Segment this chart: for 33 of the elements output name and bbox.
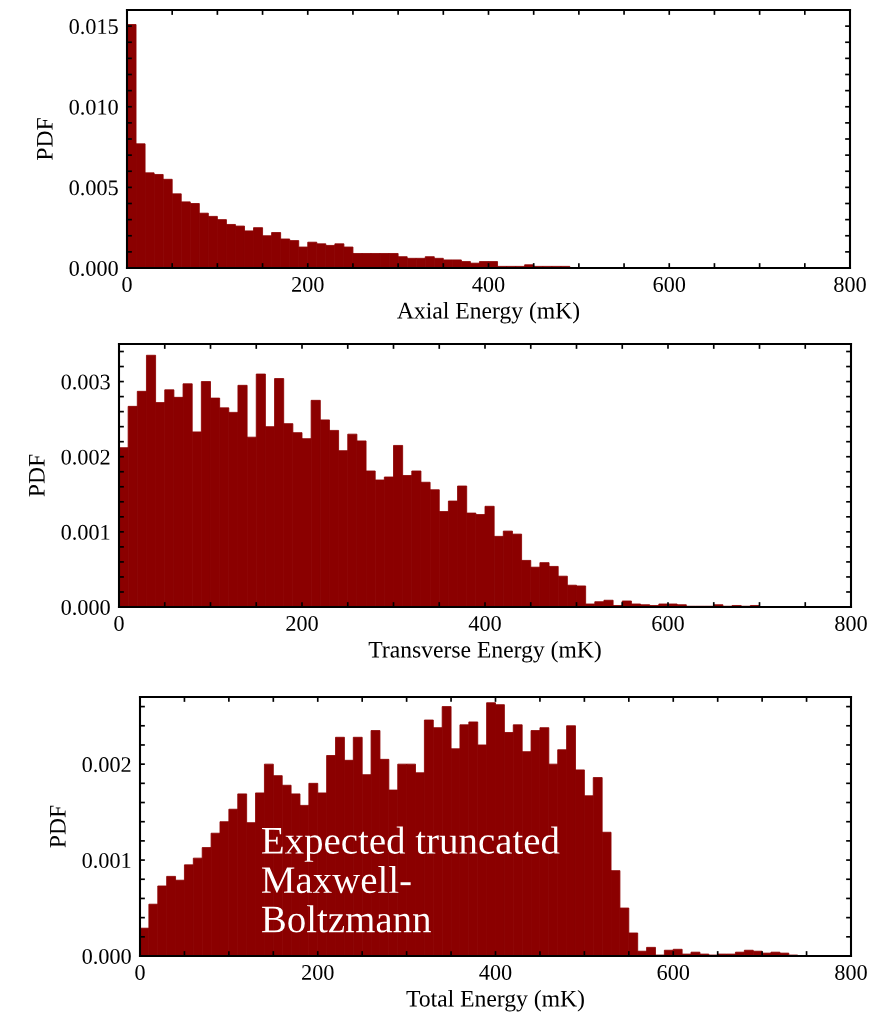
y-axis-title: PDF — [29, 454, 45, 497]
x-tick-label: 400 — [472, 276, 505, 292]
y-axis-title: PDF — [50, 805, 66, 848]
x-tick-label: 0 — [122, 276, 132, 292]
x-axis-title: Transverse Energy (mK) — [368, 641, 601, 663]
x-tick-label: 200 — [302, 964, 334, 980]
y-tick-label: 0.015 — [69, 19, 118, 35]
x-tick-label: 600 — [657, 964, 690, 980]
x-tick-label: 0 — [114, 615, 124, 631]
y-tick-label: 0.010 — [69, 99, 118, 115]
y-tick-label: 0.002 — [82, 757, 131, 773]
x-tick-label: 400 — [479, 964, 512, 980]
y-tick-label: 0.002 — [61, 449, 110, 465]
x-tick-label: 600 — [652, 615, 684, 631]
y-tick-label: 0.000 — [82, 948, 131, 965]
annotation: Expected truncated Maxwell- Boltzmann — [261, 826, 560, 933]
y-axis-title: PDF — [37, 118, 53, 160]
x-tick-label: 600 — [653, 276, 686, 292]
x-tick-label: 400 — [468, 615, 501, 631]
x-tick-label: 200 — [292, 276, 324, 292]
x-axis-title: Axial Energy (mK) — [397, 302, 580, 324]
x-tick-label: 0 — [135, 964, 145, 980]
y-tick-label: 0.001 — [61, 524, 110, 540]
x-tick-label: 800 — [835, 615, 867, 631]
y-tick-label: 0.005 — [69, 180, 118, 196]
y-tick-label: 0.003 — [61, 374, 110, 390]
y-tick-label: 0.000 — [69, 260, 118, 277]
y-tick-label: 0.001 — [82, 853, 131, 869]
x-axis-title: Total Energy (mK) — [406, 990, 584, 1012]
x-tick-label: 200 — [286, 615, 318, 631]
x-tick-label: 800 — [834, 276, 866, 292]
y-tick-label: 0.000 — [61, 599, 110, 616]
x-tick-label: 800 — [835, 964, 867, 980]
